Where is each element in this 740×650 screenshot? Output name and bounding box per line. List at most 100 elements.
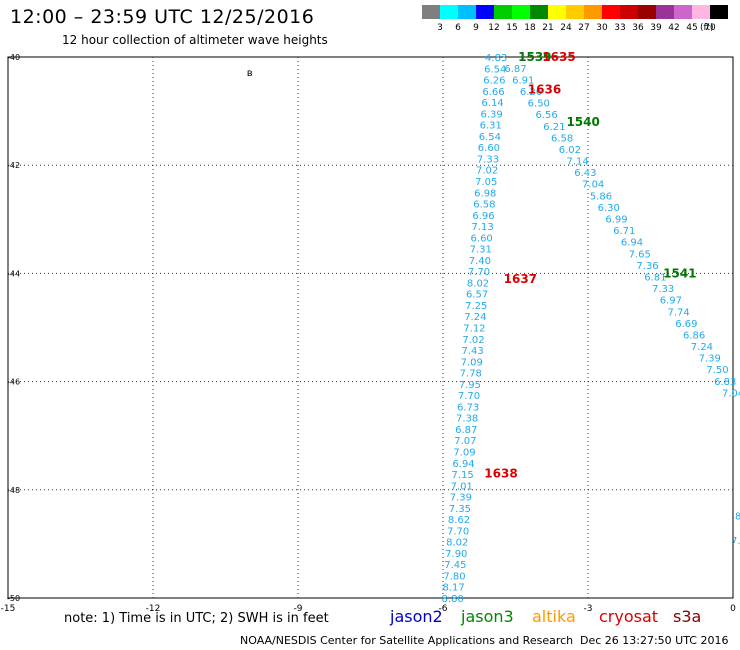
legend-tick-label: 30 [596,23,608,33]
legend-tick-label: 70 [704,23,716,33]
pass-time-label: 1539 [518,50,551,64]
swh-value-label: 6.58 [551,133,573,144]
swh-value-label: 6.60 [478,143,500,154]
legend-tick-label: 42 [668,23,680,33]
legend-tick-label: 21 [542,23,554,33]
swh-value-label: 7.25 [465,301,487,312]
legend-swatch [656,5,674,19]
generated-timestamp: Dec 26 13:27:50 UTC 2016 [580,634,729,647]
swh-value-label: 7.02 [476,166,498,177]
legend-swatch [602,5,620,19]
swh-value-label: 7.24 [464,312,486,323]
satellite-legend-item: jason2 [390,607,443,626]
lat-label: -48 [7,486,20,495]
swh-value-label: 6.43 [574,168,596,179]
swh-value-label: 8.80 [442,594,464,605]
swh-value-label: 7.24 [691,342,713,353]
swh-value-label: 6.57 [466,290,488,301]
swh-value-label: 6.73 [457,402,479,413]
credit-line: NOAA/NESDIS Center for Satellite Applica… [240,634,574,647]
lat-label: -42 [7,161,20,170]
lon-label: -3 [584,604,593,614]
swh-value-label: 8.02 [467,278,489,289]
swh-value-label: 7.04 [722,388,740,399]
pass-time-label: 1541 [663,266,696,280]
swh-value-label: 7.39 [699,354,721,365]
swh-value-label: 6.31 [480,121,502,132]
swh-value-label: 6.56 [535,110,557,121]
swh-value-label: 7.13 [471,222,493,233]
swh-value-label: 6.54 [479,132,501,143]
legend-swatch [638,5,656,19]
swh-value-label: 7.05 [475,177,497,188]
swh-value-label: 7.09 [461,357,483,368]
pass-time-label: 1540 [566,115,599,129]
swh-value-label: 6.86 [683,330,705,341]
swh-value-label: 8.17 [442,583,464,594]
swh-value-label: 6.54 [484,64,506,75]
legend-swatch [620,5,638,19]
swh-value-label: 7. [731,536,740,547]
swh-value-label: 7.07 [454,436,476,447]
color-scale-legend: 3 6 9 12 15 18 21 24 27 30 33 36 39 42 45 70 (ft) [422,5,728,35]
swh-value-label: 7.09 [453,447,475,458]
swh-value-label: 7.70 [447,526,469,537]
lat-label: -50 [7,594,20,603]
legend-tick-label: 39 [650,23,662,33]
swh-value-label: 6.97 [660,296,682,307]
swh-value-label: 7.04 [582,180,604,191]
swh-value-label: 7.95 [459,380,481,391]
pass-time-label: 1636 [528,82,561,96]
lon-label: -9 [294,604,303,614]
legend-swatch [566,5,584,19]
swh-value-label: 6.02 [559,145,581,156]
legend-tick-label: 6 [455,23,461,33]
swh-value-label: 6.58 [473,200,495,211]
swh-value-label: 6.94 [621,238,643,249]
legend-tick-label: 9 [473,23,479,33]
swh-value-label: 6.39 [481,109,503,120]
swh-value-label: 7.33 [477,154,499,165]
satellite-legend-item: s3a [673,607,702,626]
legend-tick-label: 27 [578,23,590,33]
swh-value-label: 6.99 [605,215,627,226]
island-outline: в [247,68,253,79]
swh-value-label: 7.90 [445,549,467,560]
map-frame [7,56,734,599]
swh-value-label: 7.70 [458,391,480,402]
swh-value-label: 7.35 [449,504,471,515]
swh-value-label: 6.69 [675,319,697,330]
satellite-legend-item: altika [532,607,576,626]
legend-swatch [476,5,494,19]
satellite-legend-item: jason3 [461,607,514,626]
swh-value-label: 6.26 [520,87,542,98]
legend-tick-label: 24 [560,23,572,33]
swh-value-label: 6.96 [472,211,494,222]
swh-value-label: 7.36 [636,261,658,272]
swh-value-label: 7.65 [629,249,651,260]
swh-value-label: 7.70 [468,267,490,278]
map-subtitle: 12 hour collection of altimeter wave hei… [62,33,328,47]
pass-time-label: 1637 [504,272,537,286]
legend-swatch [494,5,512,19]
swh-value-label: 6.26 [483,76,505,87]
lon-label: -15 [1,604,16,614]
legend-swatch [422,5,440,19]
swh-value-label: 6.94 [452,459,474,470]
legend-swatch [692,5,710,19]
lon-label: -12 [146,604,161,614]
legend-tick-label: 15 [506,23,518,33]
swh-value-label: 7.39 [450,493,472,504]
legend-swatch [530,5,548,19]
legend-tick-label: 3 [437,23,443,33]
lat-label: -44 [7,269,20,278]
swh-value-label: 7.45 [444,560,466,571]
swh-value-label: 6.14 [481,98,503,109]
lat-label: -46 [7,378,20,387]
swh-value-label: 6.87 [455,425,477,436]
swh-value-label: 7.02 [462,335,484,346]
legend-swatch [512,5,530,19]
legend-tick-label: 45 [686,23,698,33]
swh-value-label: 7.14 [567,157,589,168]
swh-value-label: 6.50 [528,99,550,110]
